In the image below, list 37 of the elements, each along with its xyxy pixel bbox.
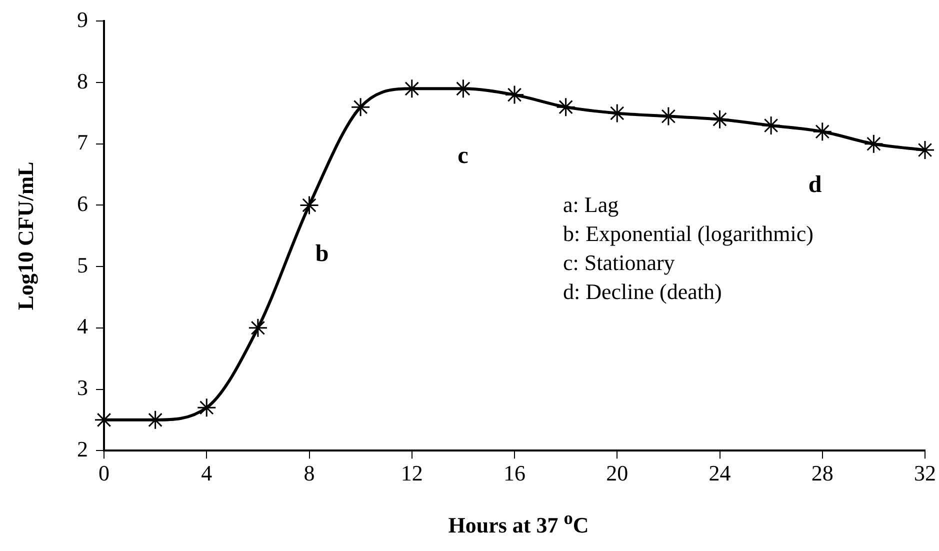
y-tick-label: 6 (77, 191, 88, 216)
point (556, 97, 576, 117)
annotation: a: Lag (563, 192, 619, 217)
x-tick-label: 20 (606, 460, 628, 486)
annotation: b: Exponential (logarithmic) (563, 220, 814, 246)
x-tick-label: 4 (201, 460, 212, 486)
annotation: d (808, 172, 822, 198)
x-axis-title: Hours at 37 $^{o}$C (447, 508, 590, 538)
y-tick-label: 7 (77, 130, 88, 155)
y-tick-label: 9 (77, 6, 88, 32)
annotation: c (458, 143, 469, 170)
y-tick-label: 8 (77, 68, 88, 94)
point (350, 97, 370, 117)
point (248, 318, 268, 338)
y-tick-label: 2 (77, 436, 88, 462)
point (300, 195, 319, 215)
annotation: b (315, 241, 329, 268)
x-tick-label: 16 (504, 460, 526, 486)
x-tick-label: 24 (708, 460, 731, 486)
x-tick-label: 8 (304, 460, 315, 486)
x-tick-label: 0 (98, 460, 110, 486)
x-tick-label: 32 (914, 460, 936, 486)
y-tick-label: 3 (77, 375, 88, 400)
point (812, 122, 832, 142)
x-tick-label: 12 (400, 460, 423, 486)
annotation: c: Stationary (563, 250, 675, 275)
point (710, 110, 730, 130)
x-tick-label: 28 (811, 460, 834, 486)
y-axis-title: Log10 CFU/mL (12, 162, 38, 310)
annotation: d: Decline (death) (563, 278, 722, 304)
point (915, 140, 935, 160)
point (196, 398, 216, 418)
y-tick-label: 4 (77, 314, 88, 339)
point (761, 116, 781, 136)
point (504, 85, 524, 105)
point (864, 134, 884, 154)
y-tick-label: 5 (77, 252, 88, 278)
